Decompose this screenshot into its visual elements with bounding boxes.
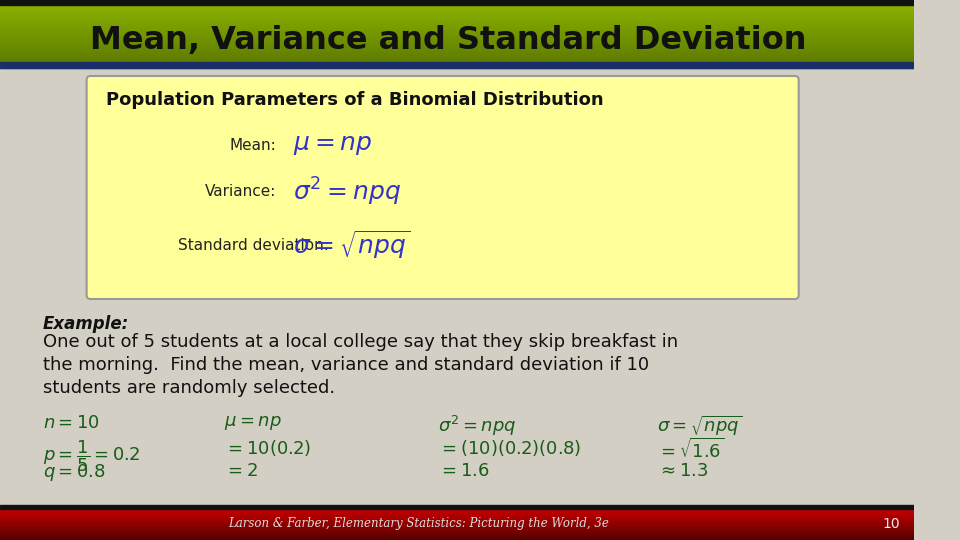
Bar	[0, 8, 914, 9]
Text: $\approx 1.3$: $\approx 1.3$	[657, 462, 708, 480]
Bar	[0, 0, 914, 5]
Bar	[0, 22, 914, 23]
Text: $\mu = np$: $\mu = np$	[293, 133, 372, 157]
Bar	[0, 58, 914, 59]
Bar	[0, 45, 914, 46]
Bar	[0, 4, 914, 5]
Bar	[0, 37, 914, 38]
Bar	[0, 66, 914, 68]
Text: $= \sqrt{1.6}$: $= \sqrt{1.6}$	[657, 438, 725, 462]
Bar	[0, 68, 914, 540]
Bar	[0, 53, 914, 55]
Text: $n = 10$: $n = 10$	[43, 414, 100, 432]
Bar	[0, 48, 914, 49]
Bar	[0, 32, 914, 33]
Text: Mean, Variance and Standard Deviation: Mean, Variance and Standard Deviation	[90, 25, 807, 56]
Bar	[0, 35, 914, 36]
Text: Variance:: Variance:	[204, 185, 276, 199]
Text: $= 1.6$: $= 1.6$	[438, 462, 490, 480]
Bar	[0, 10, 914, 11]
Bar	[0, 18, 914, 19]
Bar	[0, 3, 914, 4]
Text: Mean:: Mean:	[229, 138, 276, 152]
Bar	[0, 56, 914, 57]
Bar	[0, 14, 914, 15]
Bar	[0, 0, 914, 1]
Bar	[0, 15, 914, 16]
Text: $\sigma = \sqrt{npq}$: $\sigma = \sqrt{npq}$	[657, 414, 742, 438]
Bar	[0, 29, 914, 30]
Bar	[0, 47, 914, 48]
Bar	[0, 13, 914, 14]
Text: $\mu = np$: $\mu = np$	[224, 414, 281, 432]
Bar	[0, 12, 914, 13]
Text: Larson & Farber, Elementary Statistics: Picturing the World, 3e: Larson & Farber, Elementary Statistics: …	[228, 517, 610, 530]
Bar	[0, 60, 914, 61]
Bar	[0, 62, 914, 68]
Text: $\sigma = \sqrt{npq}$: $\sigma = \sqrt{npq}$	[293, 228, 411, 261]
Bar	[0, 63, 914, 64]
Bar	[0, 21, 914, 22]
Bar	[0, 28, 914, 29]
Bar	[0, 62, 914, 63]
Bar	[0, 41, 914, 42]
Bar	[0, 51, 914, 52]
Bar	[0, 44, 914, 45]
Bar	[0, 36, 914, 37]
Bar	[0, 19, 914, 20]
Text: students are randomly selected.: students are randomly selected.	[43, 379, 335, 397]
Bar	[0, 27, 914, 28]
Text: Standard deviation:: Standard deviation:	[178, 238, 328, 253]
FancyBboxPatch shape	[86, 76, 799, 299]
Text: $= 2$: $= 2$	[224, 462, 257, 480]
Bar	[0, 64, 914, 65]
Bar	[0, 59, 914, 60]
Bar	[0, 33, 914, 34]
Text: $= 10(0.2)$: $= 10(0.2)$	[224, 438, 311, 458]
Text: the morning.  Find the mean, variance and standard deviation if 10: the morning. Find the mean, variance and…	[43, 356, 649, 374]
Bar	[0, 26, 914, 27]
Text: Example:: Example:	[43, 315, 129, 333]
Bar	[0, 57, 914, 58]
Bar	[0, 39, 914, 40]
Text: 10: 10	[882, 517, 900, 531]
Bar	[0, 61, 914, 62]
Bar	[0, 23, 914, 24]
Text: $\sigma^2 = npq$: $\sigma^2 = npq$	[293, 176, 401, 208]
Bar	[0, 11, 914, 12]
Bar	[0, 65, 914, 66]
Bar	[0, 16, 914, 17]
Bar	[0, 52, 914, 53]
Bar	[0, 2, 914, 3]
Bar	[0, 55, 914, 56]
Bar	[0, 30, 914, 31]
Text: $p = \dfrac{1}{5} = 0.2$: $p = \dfrac{1}{5} = 0.2$	[43, 438, 140, 474]
Bar	[0, 20, 914, 21]
Bar	[0, 42, 914, 43]
Bar	[0, 38, 914, 39]
Bar	[0, 46, 914, 47]
Bar	[0, 7, 914, 8]
Bar	[0, 25, 914, 26]
Bar	[0, 5, 914, 6]
Text: $= (10)(0.2)(0.8)$: $= (10)(0.2)(0.8)$	[438, 438, 581, 458]
Bar	[0, 31, 914, 32]
Bar	[0, 49, 914, 50]
Text: $q = 0.8$: $q = 0.8$	[43, 462, 106, 483]
Bar	[0, 505, 914, 509]
Text: One out of 5 students at a local college say that they skip breakfast in: One out of 5 students at a local college…	[43, 333, 678, 351]
Bar	[0, 9, 914, 10]
Bar	[0, 34, 914, 35]
Bar	[0, 24, 914, 25]
Text: Population Parameters of a Binomial Distribution: Population Parameters of a Binomial Dist…	[106, 91, 603, 109]
Bar	[0, 1, 914, 2]
Text: $\sigma^2 = npq$: $\sigma^2 = npq$	[438, 414, 516, 438]
Bar	[0, 43, 914, 44]
Bar	[0, 6, 914, 7]
Bar	[0, 17, 914, 18]
Bar	[0, 50, 914, 51]
Bar	[0, 40, 914, 41]
